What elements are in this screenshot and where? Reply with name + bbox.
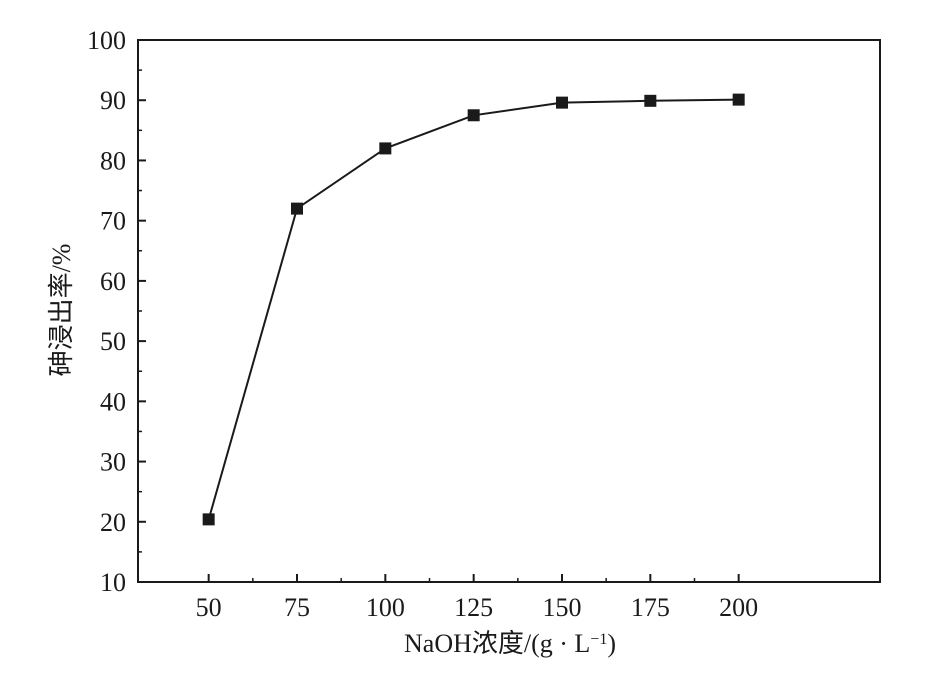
x-tick-label: 50 bbox=[196, 593, 222, 622]
x-axis-title-tail: ) bbox=[607, 629, 616, 658]
x-axis-title-superscript: −1 bbox=[590, 631, 607, 648]
x-axis-title-main: NaOH浓度/(g · L bbox=[404, 629, 590, 658]
data-point bbox=[291, 202, 303, 215]
y-tick-label: 60 bbox=[100, 267, 126, 296]
y-tick-label: 30 bbox=[100, 448, 126, 477]
series-group bbox=[202, 93, 745, 526]
data-point bbox=[644, 94, 657, 107]
axes bbox=[137, 39, 881, 583]
data-point bbox=[556, 96, 568, 109]
tick-marks bbox=[138, 39, 740, 583]
y-tick-label: 100 bbox=[87, 26, 126, 55]
y-axis-title: 砷浸出率/% bbox=[47, 244, 76, 377]
x-axis-title: NaOH浓度/(g · L−1) bbox=[404, 629, 616, 658]
y-tick-label: 20 bbox=[100, 508, 126, 537]
x-tick-label: 200 bbox=[719, 593, 758, 622]
y-tick-label: 40 bbox=[100, 387, 126, 416]
x-tick-label: 75 bbox=[284, 593, 310, 622]
x-tick-label: 175 bbox=[631, 593, 670, 622]
tick-labels: 50 75 100 125 150 175 200 10 20 30 40 50 60 70 80 90 100 bbox=[87, 26, 758, 622]
y-tick-label: 50 bbox=[100, 327, 126, 356]
data-point bbox=[732, 93, 745, 106]
y-tick-label: 70 bbox=[100, 207, 126, 236]
y-tick-label: 10 bbox=[100, 568, 126, 597]
data-point bbox=[467, 109, 480, 122]
plot-frame bbox=[137, 39, 881, 583]
x-tick-label: 125 bbox=[454, 593, 493, 622]
series-line bbox=[207, 98, 739, 520]
data-point bbox=[202, 513, 215, 526]
y-tick-label: 80 bbox=[100, 146, 126, 175]
y-tick-label: 90 bbox=[100, 86, 126, 115]
x-tick-label: 150 bbox=[543, 593, 582, 622]
x-tick-label: 100 bbox=[366, 593, 405, 622]
data-point bbox=[379, 142, 392, 155]
